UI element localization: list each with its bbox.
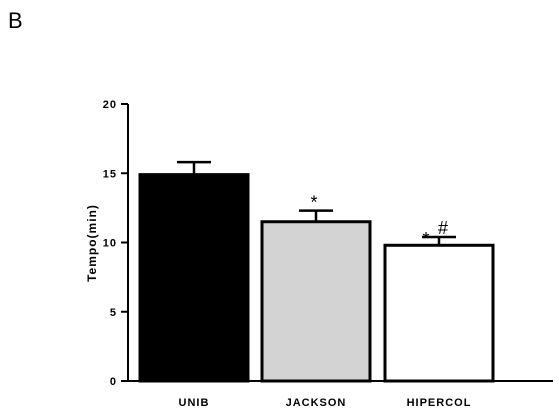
- significance-star: *: [310, 193, 317, 213]
- bar-unib: [138, 173, 250, 383]
- y-tick-label: 20: [103, 99, 117, 111]
- x-tick-label: UNIB: [179, 397, 210, 409]
- x-axis: UNIB JACKSON HIPERCOL: [128, 380, 553, 409]
- y-axis: 0 5 10 15 20: [103, 99, 129, 388]
- y-tick-label: 15: [103, 168, 117, 180]
- y-tick-label: 10: [103, 238, 117, 250]
- significance-star: *: [422, 229, 429, 249]
- bar-hipercol: [383, 243, 495, 383]
- y-tick-label: 5: [110, 307, 117, 319]
- bar-jackson: [260, 220, 372, 383]
- y-axis-title: Tempo(min): [85, 204, 99, 282]
- x-tick-label: HIPERCOL: [407, 397, 472, 409]
- bars: * * #: [138, 160, 495, 383]
- significance-hash: #: [438, 218, 448, 238]
- panel-label: B: [8, 8, 23, 33]
- x-tick-label: JACKSON: [286, 397, 347, 409]
- y-tick-label: 0: [110, 376, 117, 388]
